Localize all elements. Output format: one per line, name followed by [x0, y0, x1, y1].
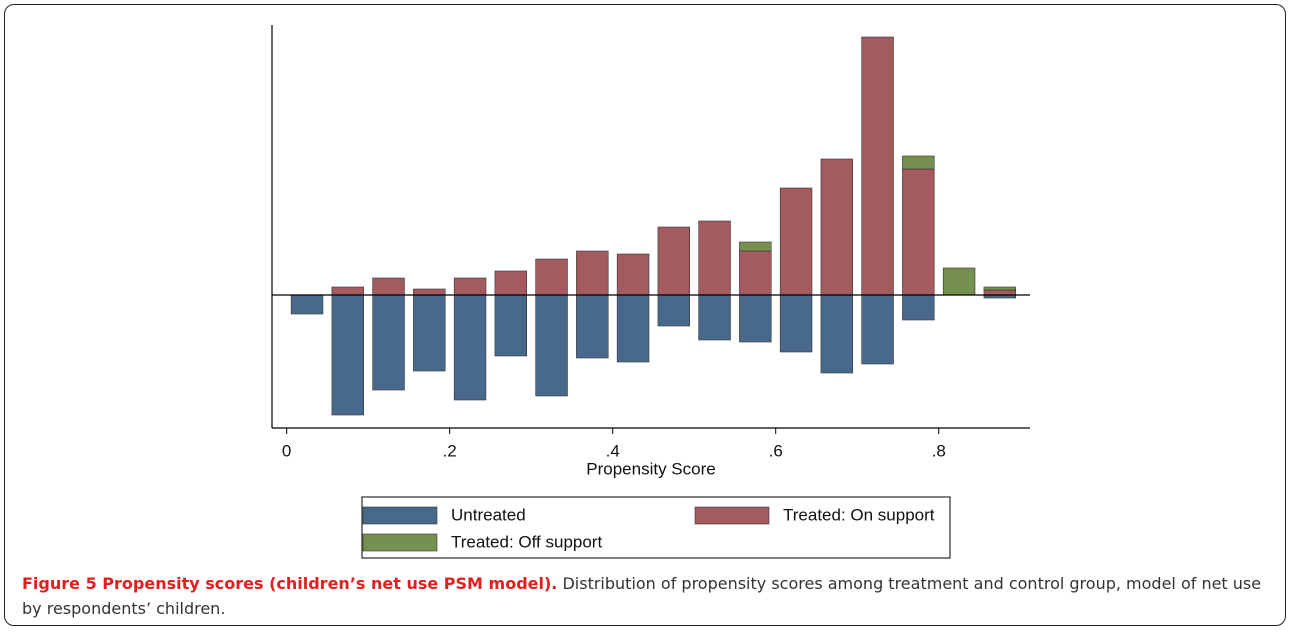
bar [902, 294, 935, 321]
bar [779, 294, 813, 353]
bar [453, 294, 487, 401]
bar [942, 267, 976, 296]
chart: Propensity Score 0 .2 .4 .6 .8 Untreated Treat… [271, 25, 1030, 559]
legend-box [361, 496, 951, 559]
bar [494, 270, 528, 296]
bar [616, 253, 650, 296]
bar [576, 250, 609, 296]
bar [657, 226, 691, 296]
bar [372, 277, 405, 296]
bar [331, 286, 364, 296]
legend-swatch [362, 506, 438, 525]
bar [413, 294, 446, 372]
caption-text: Distribution of propensity scores among … [22, 574, 1262, 618]
bar [453, 277, 487, 296]
x-tick-label: .8 [932, 441, 946, 460]
legend-label: Treated: Off support [451, 532, 602, 551]
x-tick-label: .2 [443, 441, 457, 460]
bar [739, 294, 772, 343]
bar [739, 250, 772, 296]
bar [331, 294, 364, 416]
bar [290, 294, 324, 315]
bar [861, 36, 894, 296]
bar [698, 294, 731, 341]
bar [535, 258, 568, 296]
figure-frame [4, 4, 1286, 626]
legend-label: Treated: On support [783, 505, 935, 524]
legend-label: Untreated [451, 505, 526, 524]
x-tick-label: .6 [769, 441, 783, 460]
bar [616, 294, 650, 363]
x-tick-label: 0 [282, 441, 291, 460]
x-tick-label: .4 [606, 441, 620, 460]
bar [820, 294, 854, 374]
bar [820, 158, 854, 296]
bar [576, 294, 609, 359]
bar [902, 168, 935, 296]
bar [657, 294, 691, 327]
bar [494, 294, 528, 357]
bar [983, 289, 1017, 296]
bar [902, 155, 935, 170]
bar [861, 294, 894, 365]
bar [698, 220, 731, 296]
legend-swatch [694, 506, 770, 525]
bar [739, 241, 772, 252]
bar [779, 187, 813, 296]
caption: Figure 5 Propensity scores (children’s n… [22, 571, 1272, 621]
bar [413, 288, 446, 296]
bar [983, 286, 1017, 291]
caption-title: Figure 5 Propensity scores (children’s n… [22, 574, 558, 593]
x-axis-label: Propensity Score [586, 459, 715, 478]
legend-swatch [362, 533, 438, 552]
bar [535, 294, 568, 397]
bar [372, 294, 405, 391]
